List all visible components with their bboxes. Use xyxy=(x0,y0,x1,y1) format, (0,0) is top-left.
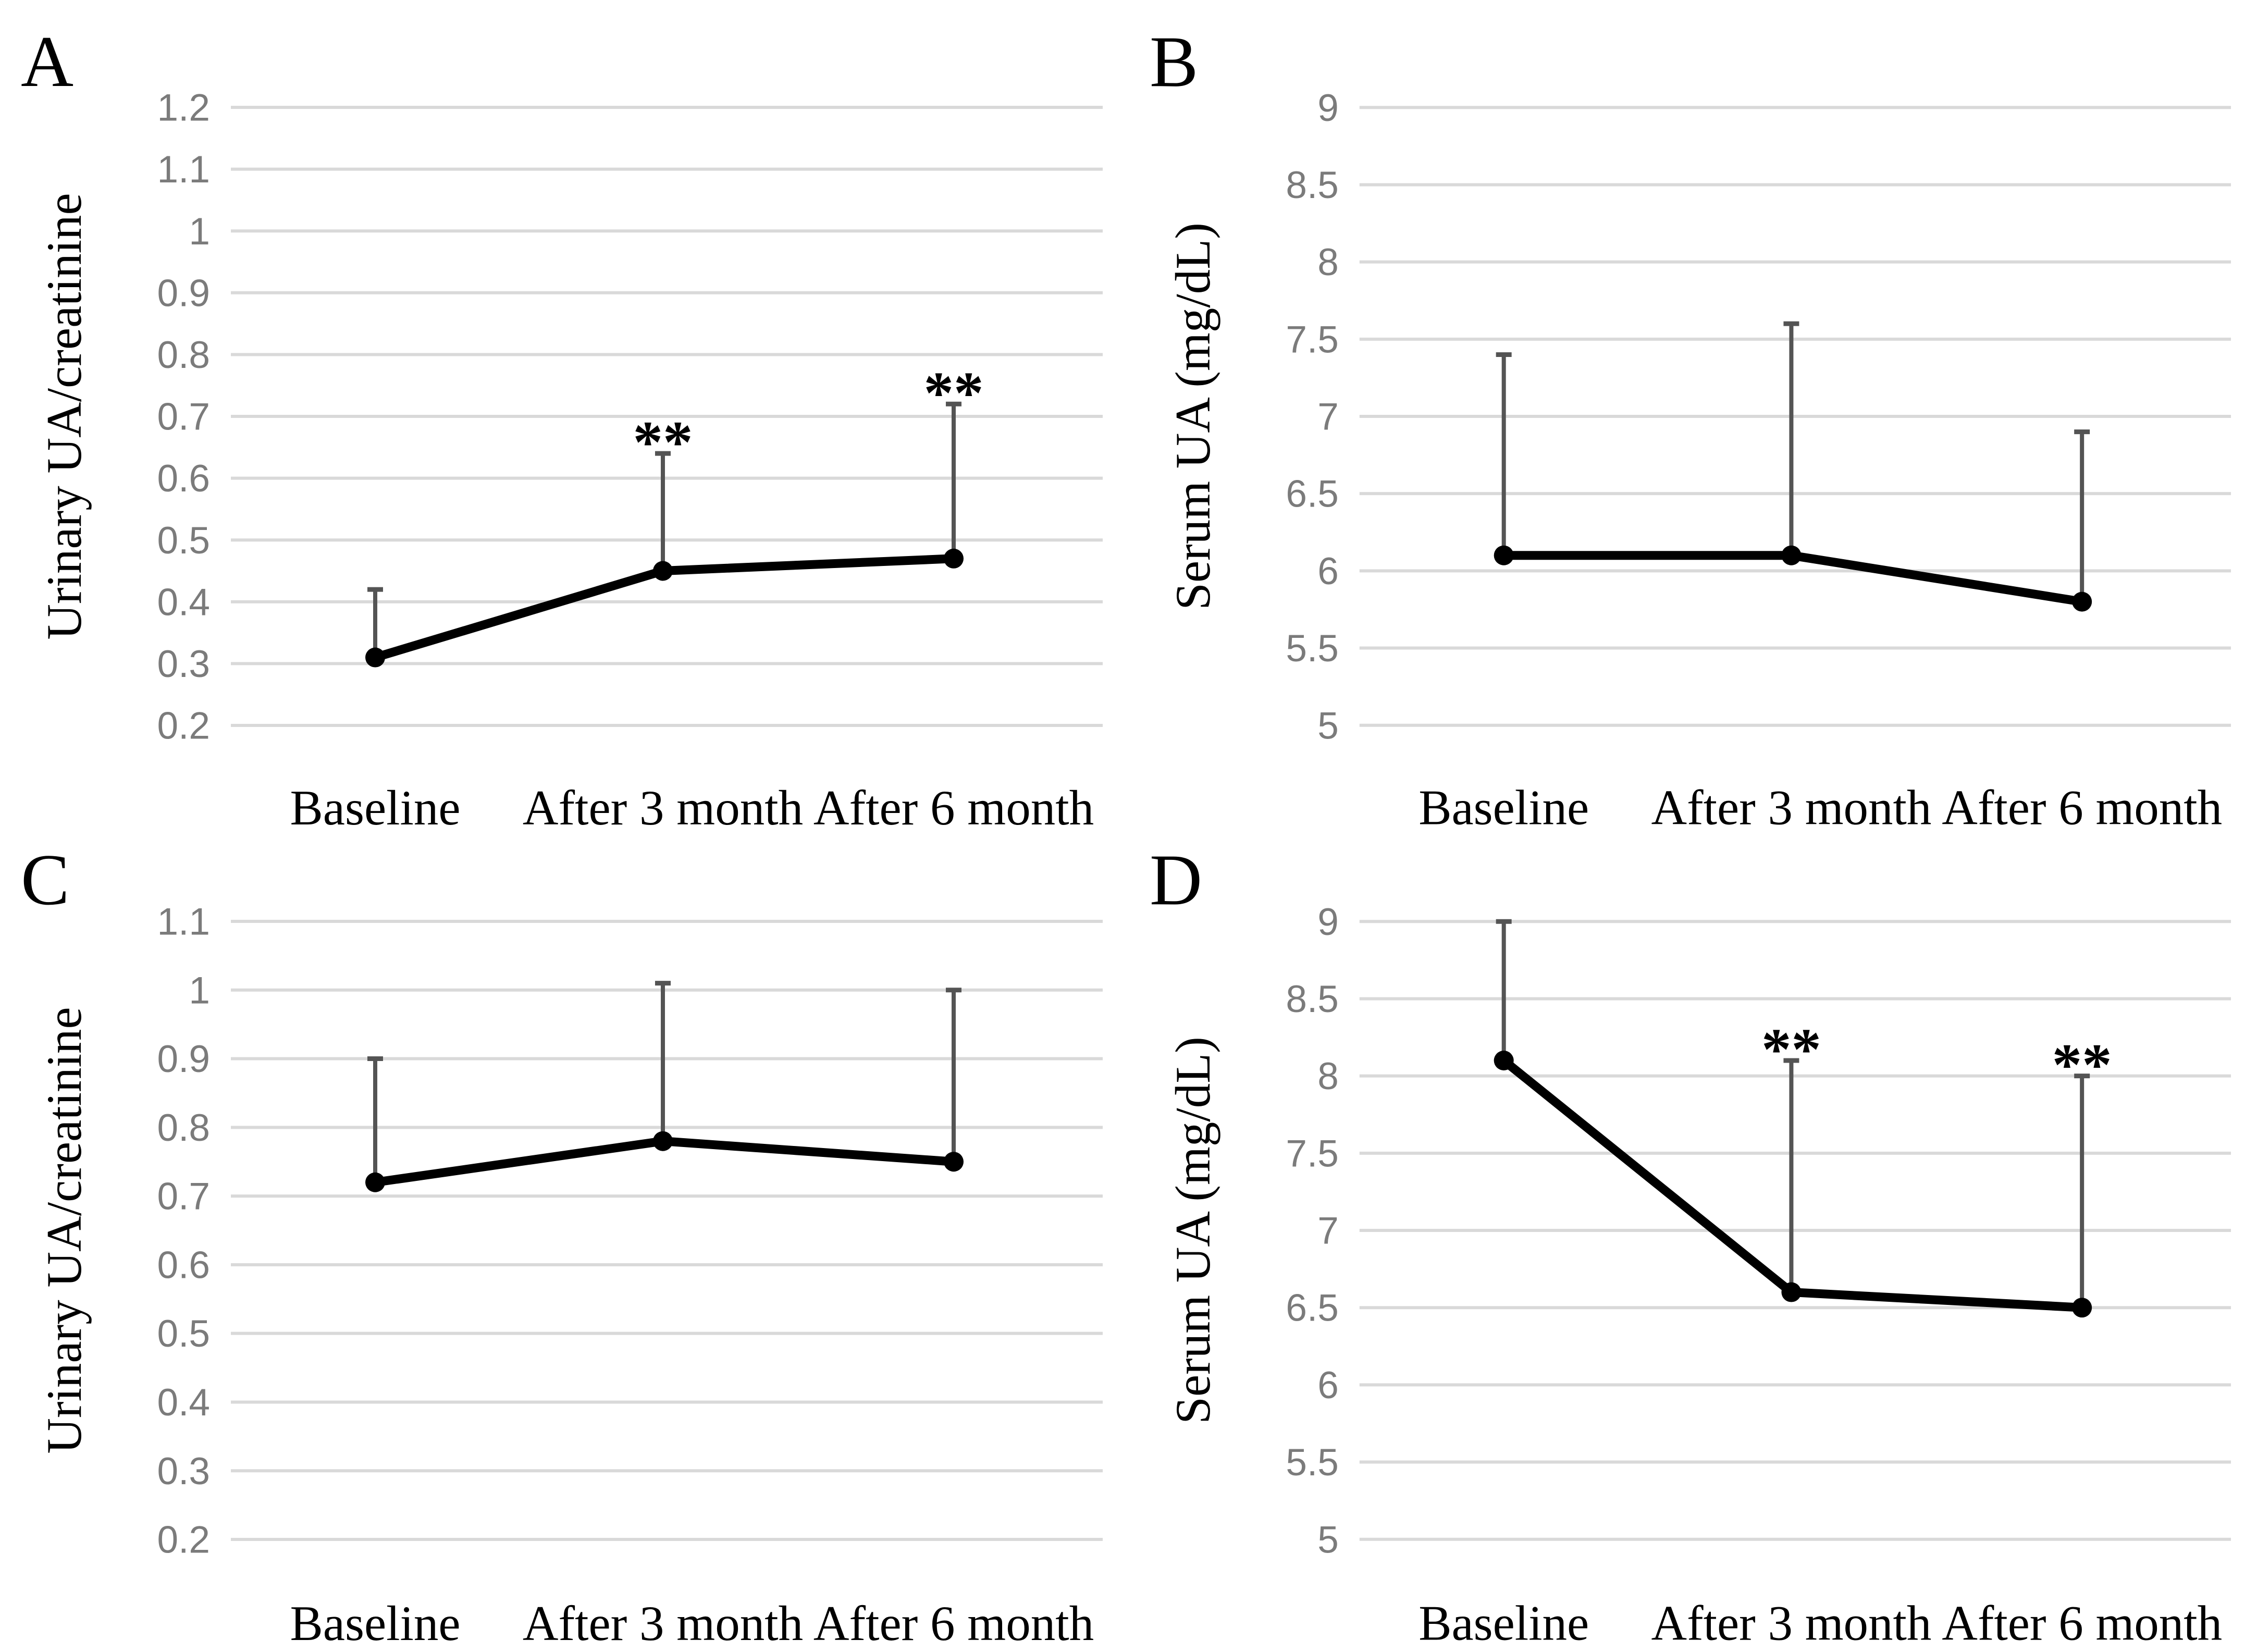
y-tick-label: 7 xyxy=(1317,396,1339,438)
data-point xyxy=(1781,545,1802,565)
y-tick-label: 8 xyxy=(1317,241,1339,283)
y-tick-label: 0.2 xyxy=(157,705,210,747)
y-tick-label: 8 xyxy=(1317,1055,1339,1098)
significance-marker: ** xyxy=(2052,1032,2112,1098)
y-tick-label: 8.5 xyxy=(1286,164,1338,206)
y-tick-label: 5 xyxy=(1317,705,1339,747)
data-point xyxy=(1781,1282,1802,1302)
data-point xyxy=(2072,591,2092,612)
data-point xyxy=(1494,1051,1514,1070)
y-tick-label: 7.5 xyxy=(1286,318,1338,361)
y-tick-label: 0.8 xyxy=(157,1107,210,1149)
panel-a-chart: A Urinary UA/creatinine 1.2 1.1 1 0.9 0.8 0.7 0.… xyxy=(21,21,1103,826)
y-tick-label: 0.4 xyxy=(157,1382,210,1424)
y-tick-label: 0.5 xyxy=(157,1313,210,1355)
y-axis-title: Urinary UA/creatinine xyxy=(36,1007,92,1453)
panel-b-chart: B Serum UA (mg/dL) 9 8.5 8 7.5 7 6.5 6 5.5 5 Baseli… xyxy=(1150,21,2231,826)
panel-letter: B xyxy=(1150,21,1198,102)
data-point xyxy=(365,647,385,668)
y-axis-title: Urinary UA/creatinine xyxy=(36,193,92,639)
significance-marker: ** xyxy=(633,409,693,475)
y-tick-label: 8.5 xyxy=(1286,978,1338,1020)
panel-c-chart: C Urinary UA/creatinine 1.1 1 0.9 0.8 0.7 0.6 0.… xyxy=(21,840,1103,1651)
y-tick-label: 1.2 xyxy=(157,87,210,129)
y-tick-label: 0.3 xyxy=(157,1450,210,1493)
y-tick-label: 0.4 xyxy=(157,581,210,623)
data-point xyxy=(944,1152,964,1172)
significance-marker: ** xyxy=(1761,1016,1821,1082)
x-category-label: After 6 month xyxy=(1942,1596,2222,1651)
y-tick-label: 0.6 xyxy=(157,1244,210,1286)
x-category-label: After 6 month xyxy=(813,780,1094,826)
y-tick-label: 6.5 xyxy=(1286,1287,1338,1329)
x-category-label: Baseline xyxy=(1419,780,1589,826)
panel-letter: C xyxy=(21,840,69,920)
data-point xyxy=(365,1172,385,1192)
y-tick-label: 0.6 xyxy=(157,458,210,500)
y-tick-label: 9 xyxy=(1317,901,1339,943)
data-point xyxy=(2072,1298,2092,1318)
x-category-label: Baseline xyxy=(1419,1596,1589,1651)
data-point xyxy=(653,1131,673,1151)
y-tick-label: 0.9 xyxy=(157,1038,210,1080)
y-tick-label: 1 xyxy=(189,211,210,253)
significance-marker: ** xyxy=(924,360,984,426)
x-category-label: After 6 month xyxy=(1942,780,2222,826)
y-tick-label: 7.5 xyxy=(1286,1132,1338,1175)
y-tick-label: 6 xyxy=(1317,1364,1339,1407)
data-point xyxy=(1494,545,1514,565)
y-tick-label: 0.5 xyxy=(157,520,210,562)
y-tick-label: 1.1 xyxy=(157,149,210,191)
y-tick-label: 9 xyxy=(1317,87,1339,129)
y-axis-title: Serum UA (mg/dL) xyxy=(1165,1037,1220,1424)
x-category-label: Baseline xyxy=(290,780,460,826)
panel-letter: A xyxy=(21,21,73,102)
y-axis-title: Serum UA (mg/dL) xyxy=(1165,223,1220,610)
x-category-label: Baseline xyxy=(290,1596,460,1651)
y-tick-label: 5.5 xyxy=(1286,627,1338,670)
y-tick-label: 0.8 xyxy=(157,334,210,376)
data-point xyxy=(944,548,964,569)
y-tick-label: 0.3 xyxy=(157,643,210,685)
x-category-label: After 3 month xyxy=(523,780,803,826)
y-tick-label: 6.5 xyxy=(1286,473,1338,515)
y-tick-label: 1 xyxy=(189,969,210,1012)
y-tick-label: 0.7 xyxy=(157,1176,210,1218)
y-tick-label: 5 xyxy=(1317,1519,1339,1561)
panel-letter: D xyxy=(1150,840,1202,920)
y-tick-label: 0.2 xyxy=(157,1519,210,1561)
y-tick-label: 1.1 xyxy=(157,901,210,943)
x-category-label: After 6 month xyxy=(813,1596,1094,1651)
x-category-label: After 3 month xyxy=(1651,780,1931,826)
y-tick-label: 0.9 xyxy=(157,272,210,314)
x-category-label: After 3 month xyxy=(1651,1596,1931,1651)
y-tick-label: 6 xyxy=(1317,550,1339,593)
y-tick-label: 0.7 xyxy=(157,396,210,438)
x-category-label: After 3 month xyxy=(523,1596,803,1651)
y-tick-label: 7 xyxy=(1317,1210,1339,1252)
panel-d-chart: D Serum UA (mg/dL) 9 8.5 8 7.5 7 6.5 6 5.5 5 ** ** Ba… xyxy=(1150,840,2231,1651)
y-tick-label: 5.5 xyxy=(1286,1441,1338,1484)
data-point xyxy=(653,561,673,581)
